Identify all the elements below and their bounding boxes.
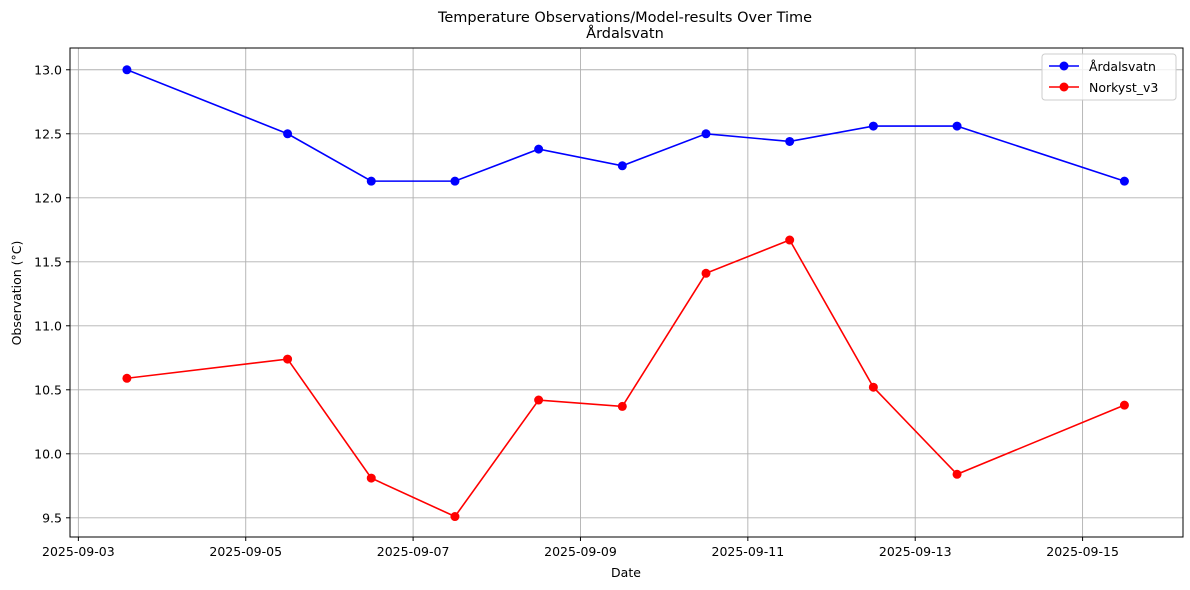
y-tick-label: 13.0 — [34, 62, 62, 77]
data-point — [701, 129, 711, 139]
series-norkyst-v3 — [122, 235, 1129, 522]
data-point — [701, 268, 711, 278]
legend-marker-norkyst — [1059, 82, 1069, 92]
series-layer — [122, 65, 1129, 522]
data-point — [534, 144, 544, 154]
grid — [70, 48, 1183, 537]
x-tick-label: 2025-09-09 — [544, 544, 617, 559]
data-point — [617, 161, 627, 171]
data-point — [1119, 400, 1129, 410]
data-point — [122, 373, 132, 383]
y-tick-label: 12.0 — [34, 190, 62, 205]
legend-marker-ardalsvatn — [1059, 61, 1069, 71]
chart-title: Temperature Observations/Model-results O… — [437, 10, 812, 26]
data-point — [450, 512, 460, 522]
chart-subtitle: Årdalsvatn — [586, 25, 664, 42]
data-point — [534, 395, 544, 405]
legend-label-ardalsvatn: Årdalsvatn — [1089, 59, 1156, 74]
y-tick-label: 12.5 — [34, 126, 62, 141]
legend: Årdalsvatn Norkyst_v3 — [1041, 53, 1177, 101]
data-point — [1119, 176, 1129, 186]
y-tick-label: 11.0 — [34, 318, 62, 333]
data-point — [283, 129, 293, 139]
x-tick-label: 2025-09-05 — [209, 544, 282, 559]
y-tick-label: 10.5 — [34, 382, 62, 397]
x-tick-label: 2025-09-11 — [712, 544, 785, 559]
x-tick-label: 2025-09-07 — [377, 544, 450, 559]
y-tick-label: 11.5 — [34, 254, 62, 269]
data-point — [366, 473, 376, 483]
data-point — [952, 121, 962, 131]
data-point — [785, 136, 795, 146]
series-line — [126, 239, 1125, 518]
data-point — [450, 176, 460, 186]
data-point — [122, 65, 132, 75]
data-point — [366, 176, 376, 186]
legend-label-norkyst: Norkyst_v3 — [1089, 80, 1158, 95]
plot-frame — [69, 47, 1184, 538]
data-point — [283, 354, 293, 364]
data-point — [617, 401, 627, 411]
x-tick-label: 2025-09-13 — [879, 544, 952, 559]
data-point — [868, 382, 878, 392]
data-point — [785, 235, 795, 245]
y-tick-label: 10.0 — [34, 446, 62, 461]
x-tick-label: 2025-09-03 — [42, 544, 115, 559]
data-point — [868, 121, 878, 131]
y-tick-label: 9.5 — [42, 510, 62, 525]
axis-ticks: 2025-09-03 2025-09-05 2025-09-07 2025-09-09… — [34, 62, 1119, 559]
x-axis-label: Date — [611, 565, 641, 580]
x-tick-label: 2025-09-15 — [1046, 544, 1119, 559]
series-ardalsvatn — [122, 65, 1129, 186]
data-point — [952, 469, 962, 479]
y-axis-label: Observation (°C) — [9, 241, 24, 346]
